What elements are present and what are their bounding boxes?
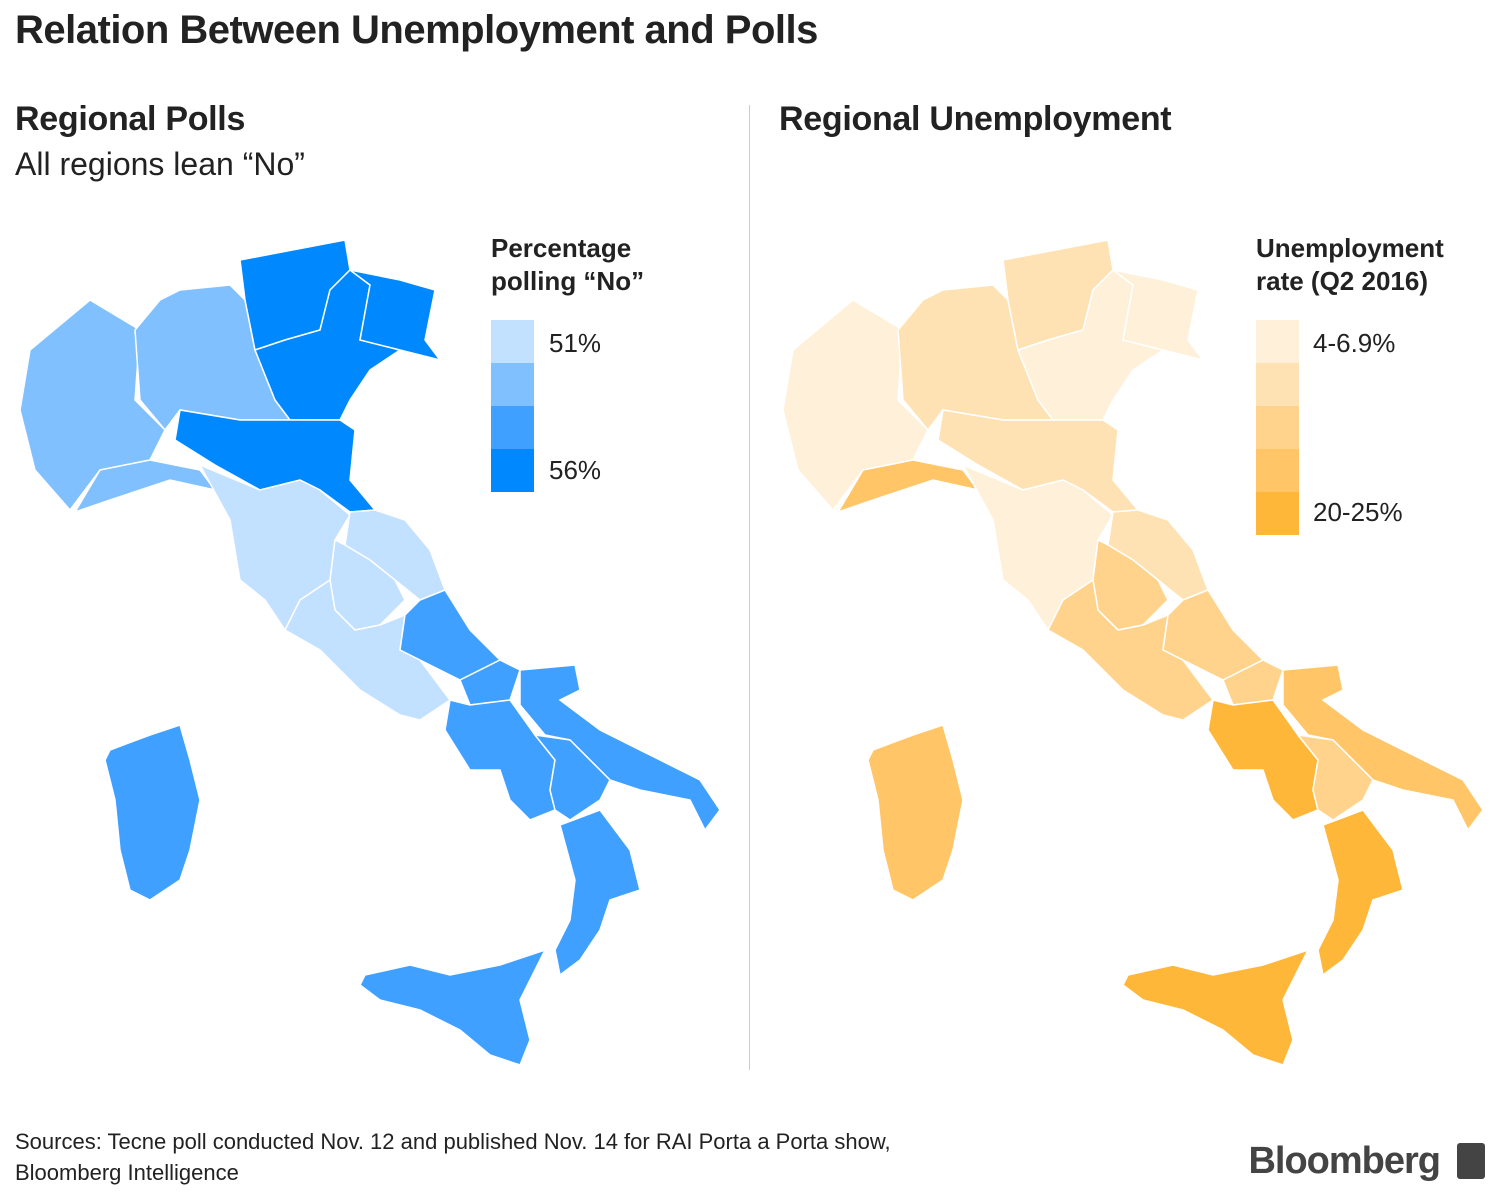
legend-title-line: Percentage <box>491 233 632 263</box>
region-shape <box>554 809 641 977</box>
region-shape <box>73 459 217 514</box>
divider <box>749 105 750 1070</box>
legend-swatch <box>1256 363 1299 406</box>
legend-swatch <box>491 320 534 363</box>
legend-swatch <box>1256 492 1299 535</box>
polls-legend-low: 51% <box>549 328 602 358</box>
region-shape <box>1112 269 1205 362</box>
polls-legend-high: 56% <box>549 455 602 485</box>
legend-swatch <box>491 363 534 406</box>
unemployment-heading: Regional Unemployment <box>779 100 1172 138</box>
unemployment-legend-high: 20-25% <box>1313 497 1403 527</box>
legend-title-line: polling “No” <box>491 266 645 296</box>
bloomberg-terminal-icon <box>1457 1143 1485 1179</box>
polls-legend-title: Percentage polling “No” <box>491 232 644 298</box>
legend-swatch <box>491 449 534 492</box>
bloomberg-logo: Bloomberg <box>1248 1140 1441 1182</box>
region-shape <box>1122 948 1310 1066</box>
unemployment-legend-title: Unemployment rate (Q2 2016) <box>1256 232 1444 298</box>
source-line: Bloomberg Intelligence <box>15 1160 239 1185</box>
region-shape <box>359 948 547 1066</box>
legend-title-line: Unemployment <box>1256 233 1444 263</box>
polls-subtitle: All regions lean “No” <box>15 146 305 182</box>
region-shape <box>1296 733 1374 821</box>
polls-map <box>19 239 721 1066</box>
region-shape <box>349 269 442 362</box>
legend-swatch <box>1256 406 1299 449</box>
unemployment-legend-low: 4-6.9% <box>1313 328 1396 358</box>
source-line: Sources: Tecne poll conducted Nov. 12 an… <box>15 1129 891 1154</box>
source-note: Sources: Tecne poll conducted Nov. 12 an… <box>15 1126 891 1188</box>
region-shape <box>459 659 521 706</box>
legend-swatch <box>491 406 534 449</box>
polls-heading: Regional Polls <box>15 100 246 138</box>
region-shape <box>836 459 980 514</box>
legend-title-line: rate (Q2 2016) <box>1256 266 1428 296</box>
legend-swatch <box>1256 320 1299 363</box>
region-shape <box>1317 809 1404 977</box>
region-shape <box>1222 659 1284 706</box>
region-shape <box>867 724 964 901</box>
unemployment-map <box>782 239 1484 1066</box>
region-shape <box>104 724 201 901</box>
page-title: Relation Between Unemployment and Polls <box>15 8 818 52</box>
legend-swatch <box>1256 449 1299 492</box>
region-shape <box>533 733 611 821</box>
